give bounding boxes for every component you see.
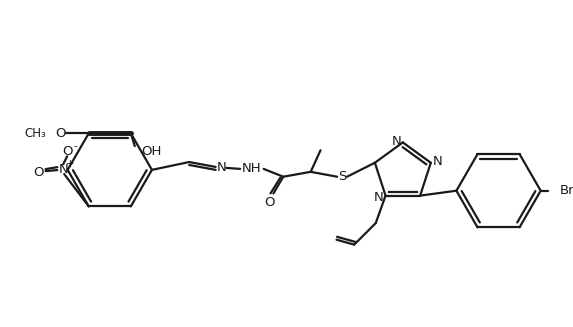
Text: O: O xyxy=(55,127,65,140)
Text: N: N xyxy=(392,135,402,148)
Text: -: - xyxy=(73,142,77,152)
Text: Br: Br xyxy=(559,184,573,197)
Text: NH: NH xyxy=(242,163,262,175)
Text: N: N xyxy=(433,155,442,168)
Text: N: N xyxy=(374,191,383,204)
Text: O: O xyxy=(264,196,275,209)
Text: O: O xyxy=(62,145,72,158)
Text: O: O xyxy=(33,165,44,179)
Text: N: N xyxy=(217,162,226,174)
Text: CH₃: CH₃ xyxy=(25,127,46,140)
Text: OH: OH xyxy=(142,145,162,158)
Text: N: N xyxy=(58,163,68,176)
Text: S: S xyxy=(338,170,346,183)
Text: +: + xyxy=(66,159,74,169)
